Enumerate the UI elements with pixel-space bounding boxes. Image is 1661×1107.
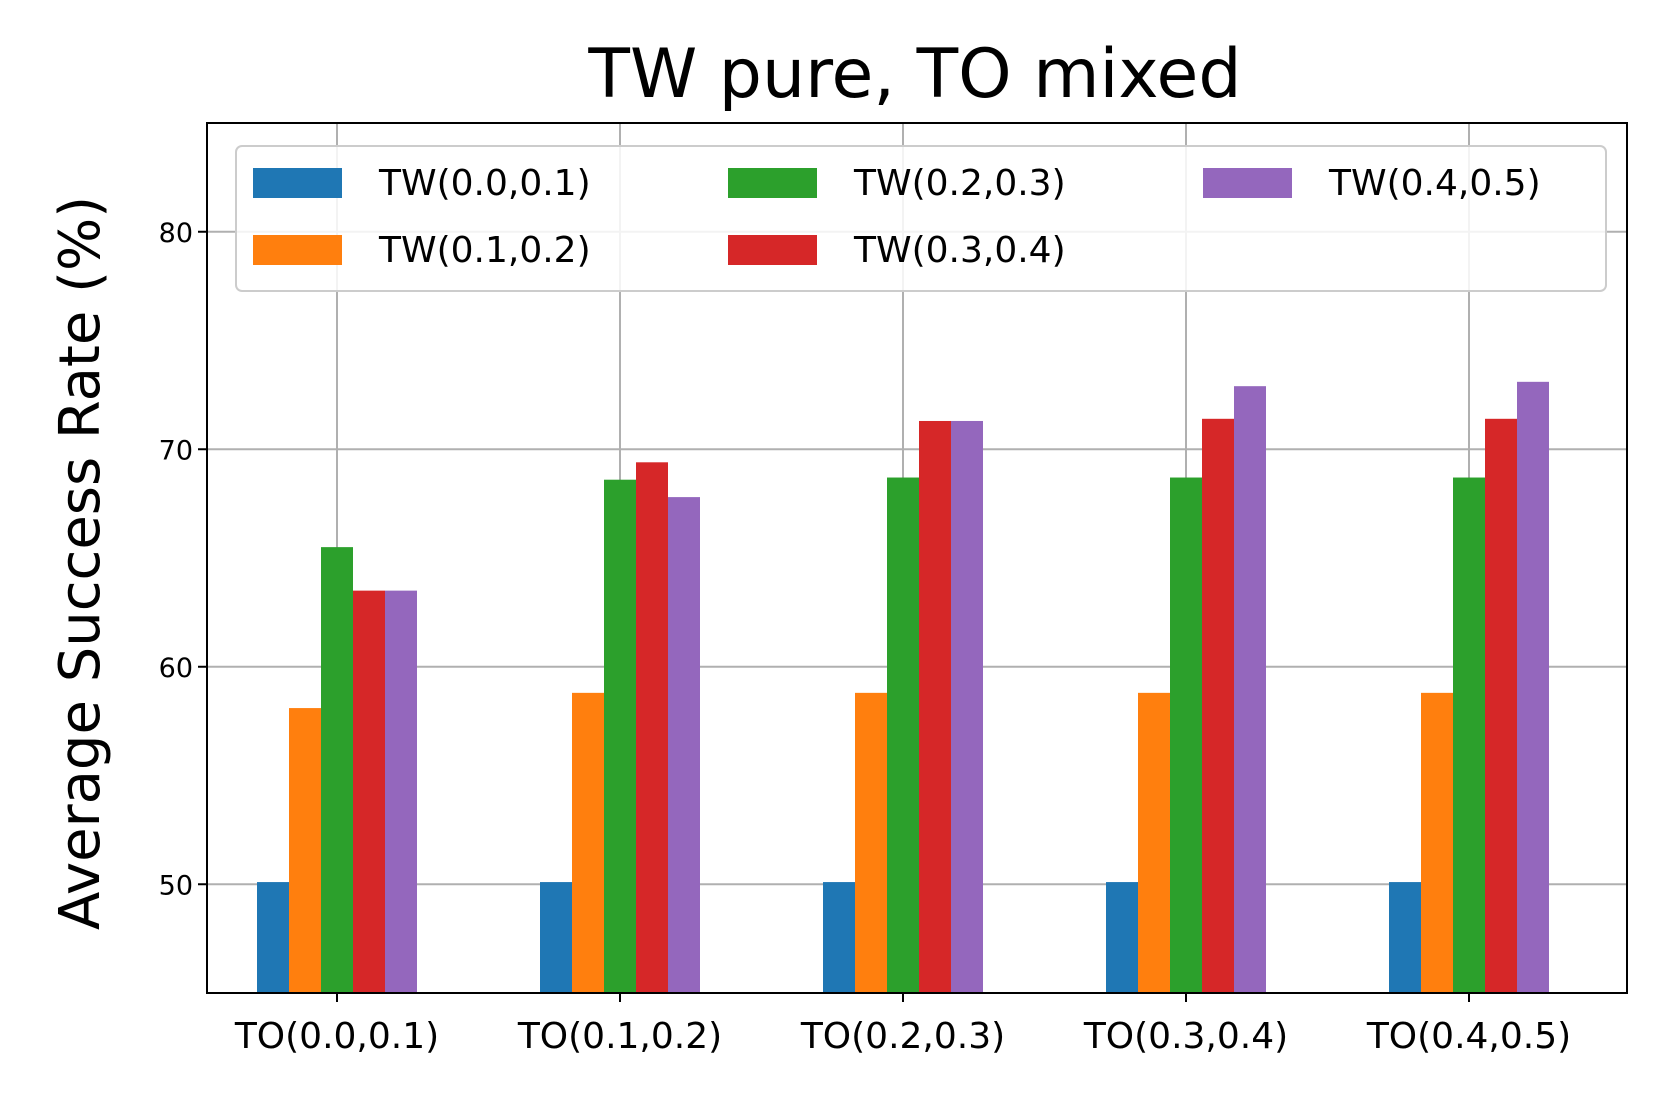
bar-TW(0.3,0.4)	[1485, 418, 1517, 993]
legend-label: TW(0.0,0.1)	[378, 163, 591, 204]
legend-label: TW(0.2,0.3)	[853, 163, 1066, 204]
bar-TW(0.1,0.2)	[1138, 692, 1170, 993]
x-tick-label: TO(0.2,0.3)	[800, 1016, 1005, 1057]
y-tick-label: 60	[159, 653, 193, 684]
axes: 50 60 70 80 TO(0.0,0.1) TO(0.1,0.2) TO(0.2,0.3…	[159, 218, 1572, 1057]
bar-TW(0.0,0.1)	[257, 882, 289, 993]
y-axis-label: Average Success Rate (%)	[48, 196, 113, 930]
bar-TW(0.1,0.2)	[1421, 692, 1453, 993]
bar-TW(0.3,0.4)	[636, 462, 668, 993]
bar-TW(0.2,0.3)	[1453, 477, 1485, 993]
bar-TW(0.0,0.1)	[1106, 882, 1138, 993]
chart-title: TW pure, TO mixed	[587, 35, 1241, 114]
bar-TW(0.4,0.5)	[668, 497, 700, 993]
bar-TW(0.4,0.5)	[951, 420, 983, 994]
legend-swatch	[253, 168, 342, 198]
legend-swatch	[728, 235, 817, 265]
x-tick-label: TO(0.3,0.4)	[1083, 1016, 1288, 1057]
bar-TW(0.1,0.2)	[289, 708, 321, 993]
legend-swatch	[1203, 168, 1292, 198]
legend-label: TW(0.3,0.4)	[853, 230, 1066, 271]
bar-TW(0.3,0.4)	[919, 420, 951, 994]
bar-TW(0.0,0.1)	[1389, 882, 1421, 993]
bars	[257, 381, 1549, 994]
legend-label: TW(0.1,0.2)	[378, 230, 591, 271]
legend-label: TW(0.4,0.5)	[1328, 163, 1541, 204]
legend-swatch	[728, 168, 817, 198]
legend-swatch	[253, 235, 342, 265]
bar-TW(0.2,0.3)	[887, 477, 919, 993]
bar-TW(0.3,0.4)	[1202, 418, 1234, 993]
bar-TW(0.2,0.3)	[1170, 477, 1202, 993]
y-tick-label: 80	[159, 218, 193, 249]
bar-TW(0.4,0.5)	[1234, 386, 1266, 993]
bar-TW(0.4,0.5)	[1517, 381, 1549, 993]
y-tick-label: 70	[159, 435, 193, 466]
bar-TW(0.0,0.1)	[540, 882, 572, 993]
bar-TW(0.1,0.2)	[572, 692, 604, 993]
bar-TW(0.3,0.4)	[353, 590, 385, 993]
bar-TW(0.0,0.1)	[823, 882, 855, 993]
x-tick-label: TO(0.4,0.5)	[1366, 1016, 1571, 1057]
x-tick-label: TO(0.1,0.2)	[517, 1016, 722, 1057]
x-tick-label: TO(0.0,0.1)	[234, 1016, 439, 1057]
bar-TW(0.1,0.2)	[855, 692, 887, 993]
legend: TW(0.0,0.1) TW(0.1,0.2) TW(0.2,0.3) TW(0.3,…	[235, 145, 1607, 292]
y-tick-label: 50	[159, 870, 193, 901]
plot-frame	[206, 122, 1628, 994]
bar-TW(0.4,0.5)	[385, 590, 417, 993]
bar-TW(0.2,0.3)	[321, 547, 353, 993]
bar-TW(0.2,0.3)	[604, 479, 636, 993]
